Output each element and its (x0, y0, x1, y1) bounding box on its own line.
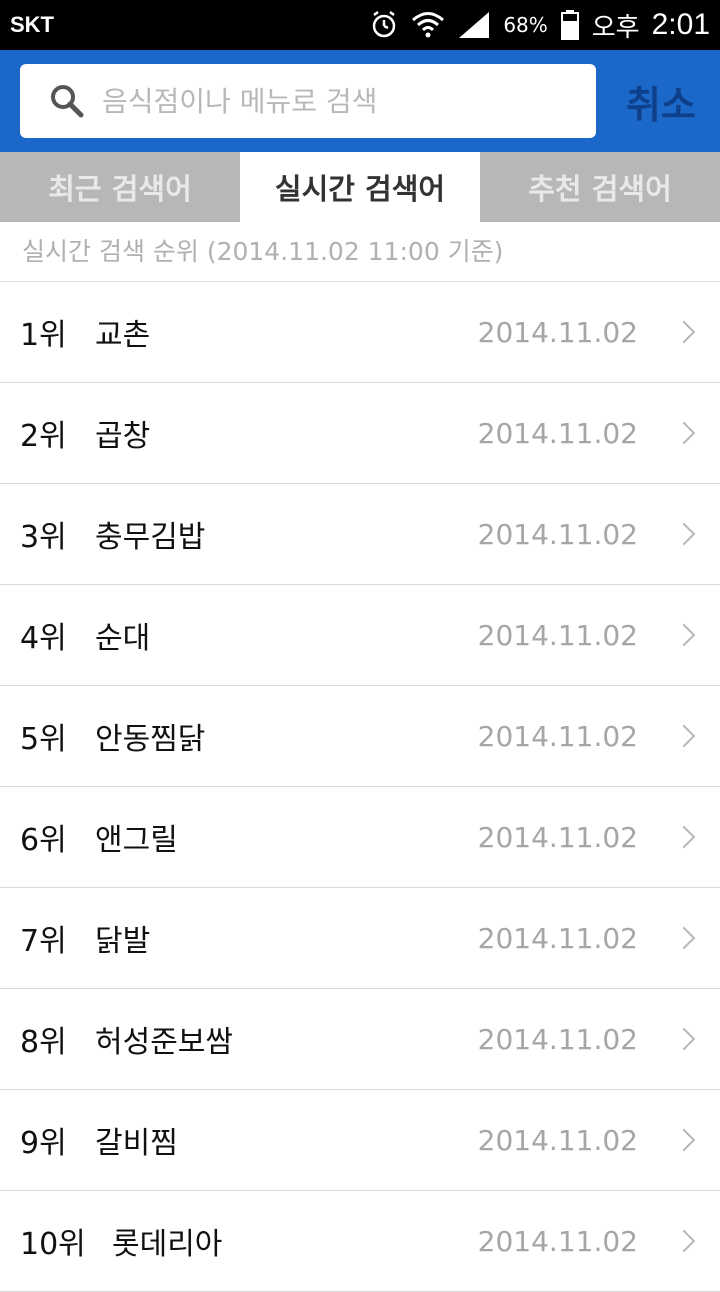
rank-keyword: 순대 (95, 621, 151, 656)
rank-number: 8위 (20, 1025, 67, 1060)
rank-keyword: 앤그릴 (95, 823, 178, 858)
ranking-row[interactable]: 1위 교촌 2014.11.02 (0, 282, 720, 383)
rank-date: 2014.11.02 (477, 1123, 638, 1157)
ranking-row[interactable]: 8위 허성준보쌈 2014.11.02 (0, 989, 720, 1090)
tab-realtime-searches[interactable]: 실시간 검색어 (240, 152, 480, 222)
alarm-icon (373, 11, 396, 38)
rank-number: 6위 (20, 823, 67, 858)
rank-date: 2014.11.02 (477, 921, 638, 955)
chevron-right-icon (672, 1027, 696, 1051)
search-header: 취소 (0, 50, 720, 152)
ranking-row[interactable]: 6위 앤그릴 2014.11.02 (0, 787, 720, 888)
wifi-icon (412, 12, 445, 38)
ranking-row[interactable]: 3위 충무김밥 2014.11.02 (0, 484, 720, 585)
chevron-right-icon (672, 825, 696, 849)
carrier-label: SKT (10, 12, 54, 37)
status-bar: SKT 68% 오후 2:01 (0, 0, 720, 50)
rank-date: 2014.11.02 (477, 1224, 638, 1258)
chevron-right-icon (672, 320, 696, 344)
ranking-row[interactable]: 10위 롯데리아 2014.11.02 (0, 1191, 720, 1292)
chevron-right-icon (672, 421, 696, 445)
ranking-row[interactable]: 4위 순대 2014.11.02 (0, 585, 720, 686)
search-box[interactable] (20, 64, 596, 138)
ranking-row[interactable]: 7위 닭발 2014.11.02 (0, 888, 720, 989)
ampm-label: 오후 (591, 12, 640, 43)
tab-recent-searches[interactable]: 최근 검색어 (0, 152, 240, 222)
rank-number: 4위 (20, 621, 67, 656)
rank-number: 2위 (20, 419, 67, 454)
rank-number: 5위 (20, 722, 67, 757)
rank-date: 2014.11.02 (477, 820, 638, 854)
rank-keyword: 충무김밥 (95, 520, 206, 555)
battery-icon (560, 10, 579, 40)
rank-keyword: 허성준보쌈 (95, 1025, 233, 1060)
chevron-right-icon (672, 522, 696, 546)
clock-time: 2:01 (651, 8, 710, 41)
rank-date: 2014.11.02 (477, 517, 638, 551)
search-input[interactable] (100, 83, 544, 119)
ranking-list: 1위 교촌 2014.11.02 2위 곱창 2014.11.02 3위 충무김… (0, 282, 720, 1292)
rank-keyword: 닭발 (95, 924, 151, 959)
rank-date: 2014.11.02 (477, 315, 638, 349)
rank-number: 7위 (20, 924, 67, 959)
rank-keyword: 갈비찜 (95, 1126, 178, 1161)
tab-recommended-searches[interactable]: 추천 검색어 (480, 152, 720, 222)
search-icon (51, 85, 84, 118)
rank-date: 2014.11.02 (477, 416, 638, 450)
chevron-right-icon (672, 1128, 696, 1152)
rank-number: 9위 (20, 1126, 67, 1161)
status-icons: 68% 오후 2:01 (369, 7, 710, 44)
signal-icon (459, 12, 490, 38)
ranking-row[interactable]: 5위 안동찜닭 2014.11.02 (0, 686, 720, 787)
rank-keyword: 롯데리아 (112, 1227, 223, 1262)
chevron-right-icon (672, 926, 696, 950)
rank-keyword: 곱창 (95, 419, 151, 454)
ranking-row[interactable]: 2위 곱창 2014.11.02 (0, 383, 720, 484)
rank-number: 10위 (20, 1227, 86, 1262)
rank-date: 2014.11.02 (477, 1022, 638, 1056)
cancel-button[interactable]: 취소 (626, 82, 696, 127)
rank-number: 1위 (20, 318, 67, 353)
rank-date: 2014.11.02 (477, 618, 638, 652)
ranking-subtitle: 실시간 검색 순위 (2014.11.02 11:00 기준) (0, 222, 720, 282)
chevron-right-icon (672, 1229, 696, 1253)
rank-keyword: 안동찜닭 (95, 722, 206, 757)
chevron-right-icon (672, 724, 696, 748)
rank-date: 2014.11.02 (477, 719, 638, 753)
chevron-right-icon (672, 623, 696, 647)
rank-keyword: 교촌 (95, 318, 151, 353)
tab-bar: 최근 검색어 실시간 검색어 추천 검색어 (0, 152, 720, 222)
ranking-row[interactable]: 9위 갈비찜 2014.11.02 (0, 1090, 720, 1191)
battery-percent: 68% (503, 13, 548, 37)
rank-number: 3위 (20, 520, 67, 555)
